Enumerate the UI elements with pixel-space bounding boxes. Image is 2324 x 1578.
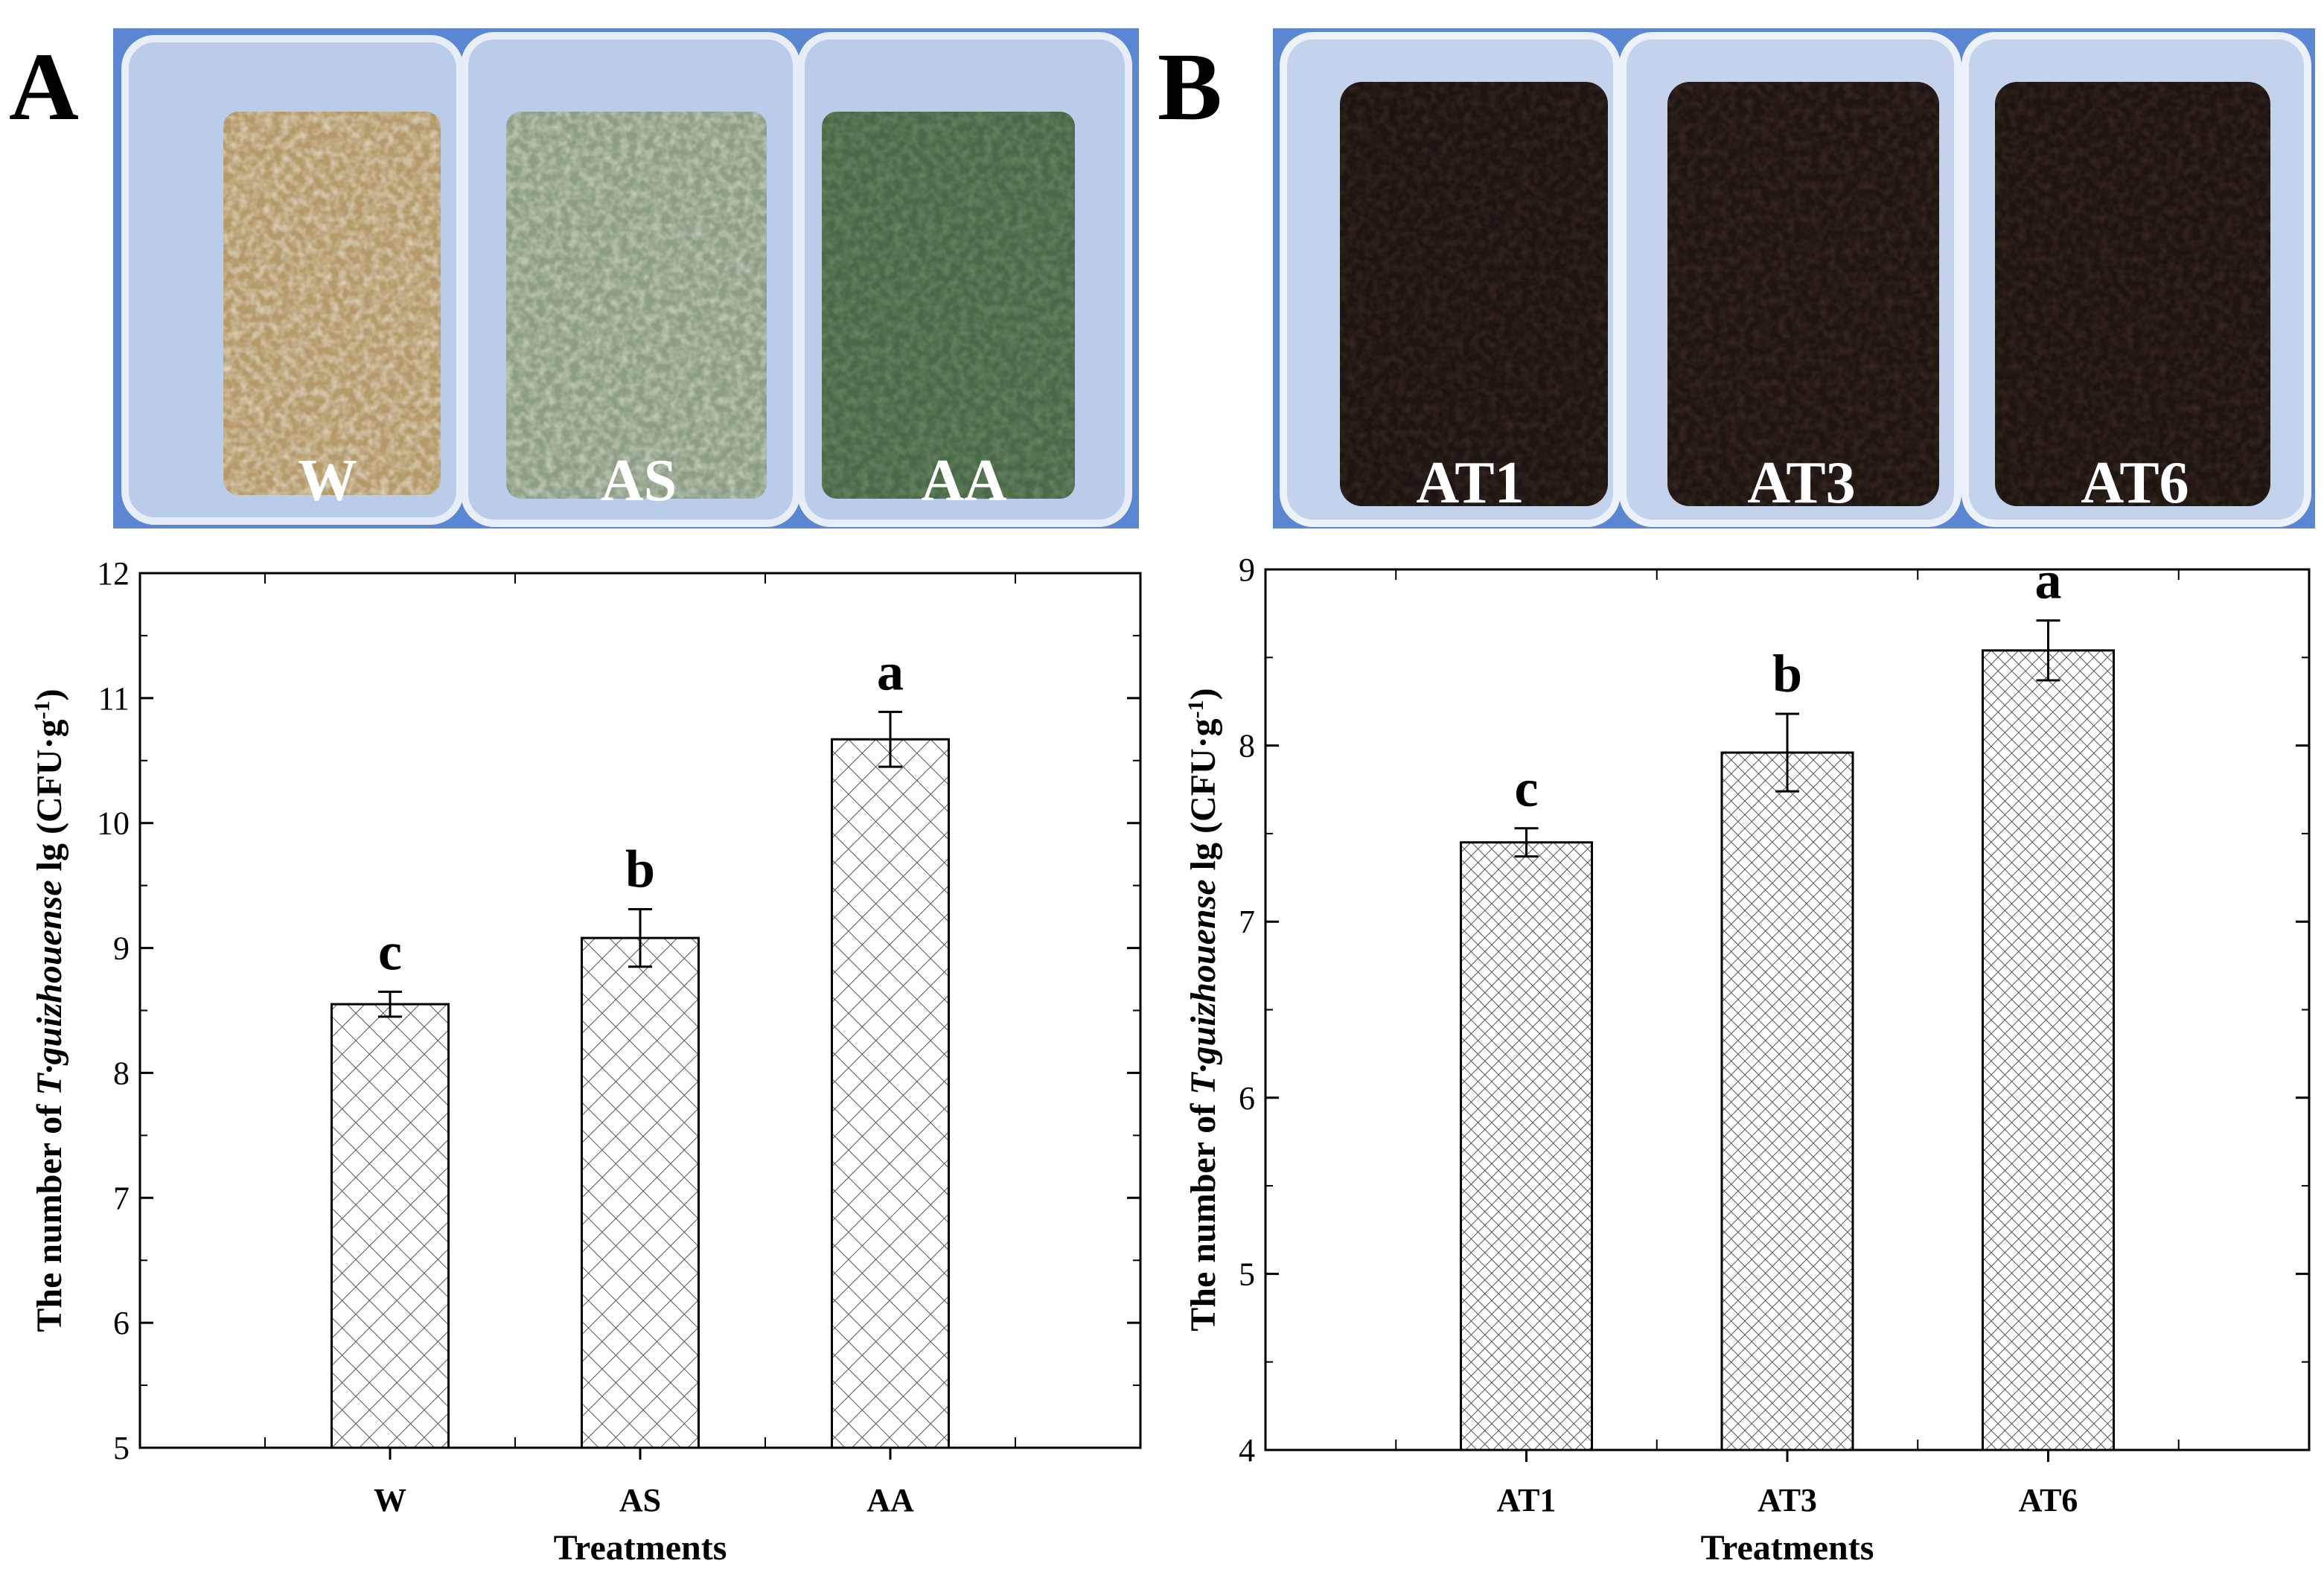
photo-a-grain-aa xyxy=(822,112,1075,499)
y-axis-title-end-b: ) xyxy=(1184,688,1223,700)
y-tick-label-a-2: 7 xyxy=(113,1180,130,1216)
category-label-a-aa: AA xyxy=(866,1482,914,1518)
y-tick-label-b-1: 5 xyxy=(1239,1256,1255,1292)
photo-panel-a: W AS AA xyxy=(113,28,1139,528)
y-tick-label-a-0: 5 xyxy=(113,1430,130,1466)
category-label-a-as: AS xyxy=(619,1482,661,1518)
photo-b-grain-at1 xyxy=(1340,82,1608,506)
significance-label-a-as: b xyxy=(625,840,655,899)
panel-a-letter: A xyxy=(9,33,79,141)
photo-b-box-at3: AT3 xyxy=(1619,32,1961,527)
photo-a-grain-as xyxy=(506,112,767,499)
y-axis-title-a: The number of T·guizhouense lg (CFU·g-1) xyxy=(30,689,70,1332)
category-label-b-at6: AT6 xyxy=(2019,1482,2078,1518)
y-tick-label-b-4: 8 xyxy=(1239,728,1255,764)
y-tick-label-b-2: 6 xyxy=(1239,1080,1255,1117)
y-tick-label-b-0: 4 xyxy=(1239,1432,1255,1469)
bar-b-at1 xyxy=(1460,841,1593,1451)
y-tick-label-a-4: 9 xyxy=(113,930,130,967)
photo-b-box-at1: AT1 xyxy=(1280,32,1621,527)
y-axis-title-species-b: T·guizhouense xyxy=(1184,879,1223,1094)
category-label-a-w: W xyxy=(374,1482,406,1518)
photo-label-at3: AT3 xyxy=(1747,450,1855,516)
bar-a-w xyxy=(331,1003,450,1449)
photo-label-at1: AT1 xyxy=(1416,450,1524,516)
photo-label-at6: AT6 xyxy=(2081,450,2189,516)
chart-panel-a: 5 6 7 8 9 10 11 12 c Wb AS a AA Treatments The number … xyxy=(30,555,1142,1568)
y-axis-title-prefix-a: The number of xyxy=(30,1096,69,1332)
y-axis-title-prefix-b: The number of xyxy=(1184,1095,1223,1332)
photo-label-as: AS xyxy=(601,448,677,514)
y-axis-title-unit-a: lg (CFU·g xyxy=(30,719,69,880)
x-axis-title-b: Treatments xyxy=(1701,1528,1874,1568)
plot-frame-b xyxy=(1264,568,2311,1451)
plot-frame-a xyxy=(138,572,1142,1449)
x-axis-title-a: Treatments xyxy=(554,1528,727,1568)
y-axis-title-unit-b: lg (CFU·g xyxy=(1184,718,1223,879)
y-tick-label-b-5: 9 xyxy=(1239,552,1255,588)
chart-panel-b: 4 5 6 7 8 9 c AT1 b AT3 a AT6 Treatments The number o… xyxy=(1184,551,2311,1568)
y-tick-label-a-6: 11 xyxy=(98,680,130,717)
y-axis-title-b: The number of T·guizhouense lg (CFU·g-1) xyxy=(1184,688,1224,1331)
significance-label-b-at3: b xyxy=(1772,644,1802,703)
bar-a-aa xyxy=(831,738,950,1449)
y-tick-label-a-5: 10 xyxy=(97,805,130,842)
y-axis-title-end-a: ) xyxy=(30,689,69,700)
y-axis-title-species-a: T·guizhouense xyxy=(30,880,69,1095)
category-label-b-at1: AT1 xyxy=(1497,1482,1557,1518)
photo-a-box-aa: AA xyxy=(797,32,1132,527)
photo-a-grain-w xyxy=(223,112,441,495)
significance-label-a-aa: a xyxy=(877,642,904,701)
y-tick-label-a-3: 8 xyxy=(113,1055,130,1091)
photo-b-grain-at6 xyxy=(1995,82,2270,506)
panel-b-letter: B xyxy=(1158,33,1222,141)
y-axis-title-sup-b: -1 xyxy=(1184,700,1208,718)
photo-b-grain-at3 xyxy=(1667,82,1939,506)
category-label-b-at3: AT3 xyxy=(1758,1482,1817,1518)
y-tick-label-a-1: 6 xyxy=(113,1305,130,1341)
photo-panel-b: AT1 AT3 AT6 xyxy=(1273,28,2315,528)
y-axis-title-sup-a: -1 xyxy=(30,700,54,719)
bar-a-as xyxy=(581,936,700,1449)
photo-b-box-at6: AT6 xyxy=(1961,32,2311,527)
photo-label-aa: AA xyxy=(921,448,1007,514)
bar-b-at6 xyxy=(1982,649,2115,1451)
y-tick-label-a-7: 12 xyxy=(97,555,130,592)
significance-label-b-at1: c xyxy=(1515,758,1539,818)
significance-label-a-w: c xyxy=(378,921,402,981)
significance-label-b-at6: a xyxy=(2035,551,2062,610)
y-tick-label-b-3: 7 xyxy=(1239,904,1255,940)
photo-label-w: W xyxy=(298,448,357,514)
bar-b-at3 xyxy=(1720,751,1854,1451)
photo-a-box-as: AS xyxy=(461,32,800,527)
photo-a-box-w: W xyxy=(121,35,464,525)
